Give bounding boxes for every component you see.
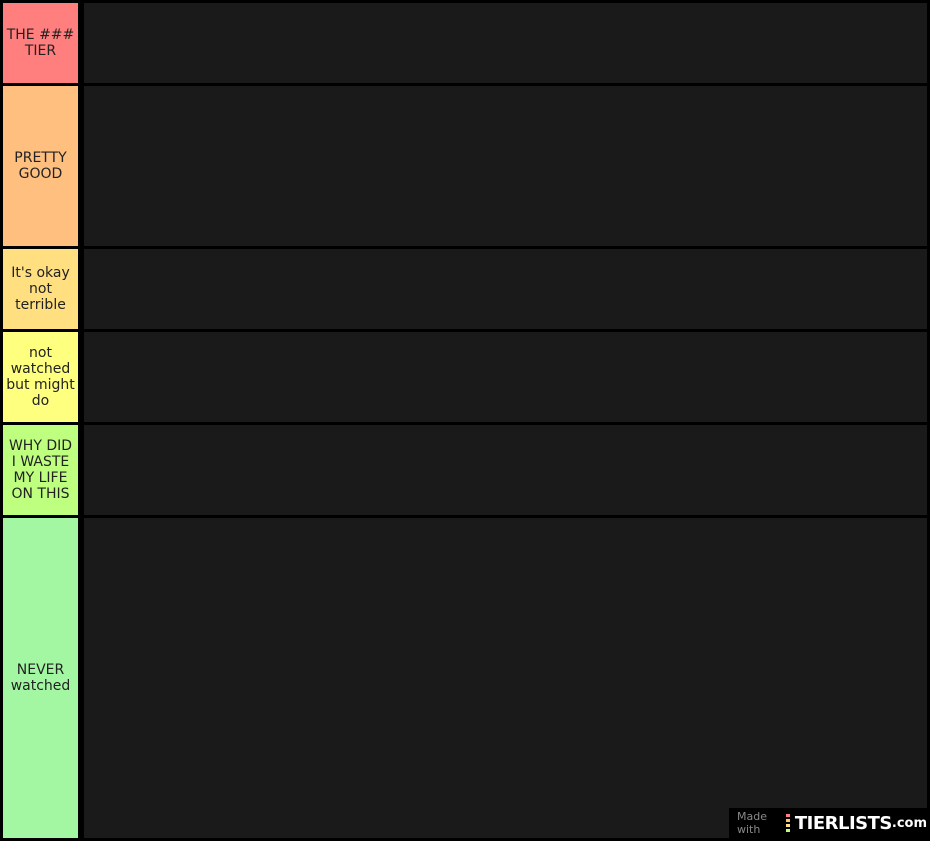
tier-dropzone[interactable] [81, 425, 927, 515]
tier-row: not watched but might do [3, 332, 927, 422]
tier-row: WHY DID I WASTE MY LIFE ON THIS [3, 425, 927, 515]
tier-row: It's okay not terrible [3, 249, 927, 329]
tier-dropzone[interactable] [81, 3, 927, 83]
tier-label[interactable]: THE ### TIER [3, 3, 78, 83]
tier-row: NEVER watched [3, 518, 927, 838]
tier-label[interactable]: PRETTY GOOD [3, 86, 78, 246]
tier-row: PRETTY GOOD [3, 86, 927, 246]
tier-label[interactable]: not watched but might do [3, 332, 78, 422]
watermark-made-with: Made with [737, 810, 767, 836]
watermark-brand: TIERLISTS [794, 812, 893, 834]
watermark: Made with TIERLISTS .com [729, 808, 927, 838]
tier-dropzone[interactable] [81, 249, 927, 329]
tier-label[interactable]: WHY DID I WASTE MY LIFE ON THIS [3, 425, 78, 515]
watermark-domain: .com [891, 815, 927, 831]
tier-dropzone[interactable] [81, 332, 927, 422]
tier-dropzone[interactable] [81, 518, 927, 838]
tier-row: THE ### TIER [3, 3, 927, 83]
tier-label[interactable]: It's okay not terrible [3, 249, 78, 329]
tierlists-logo-icon [785, 813, 790, 833]
tier-label[interactable]: NEVER watched [3, 518, 78, 838]
tier-dropzone[interactable] [81, 86, 927, 246]
